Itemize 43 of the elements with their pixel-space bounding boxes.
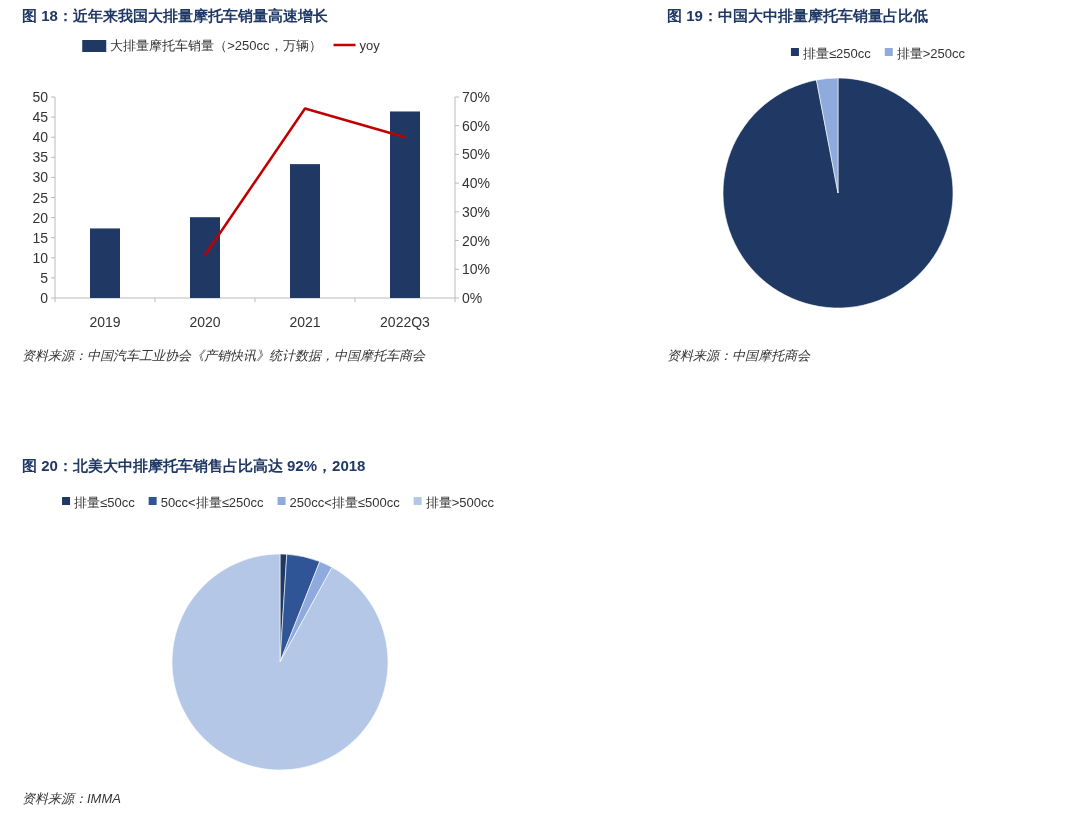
y-tick-label: 35 [32, 149, 49, 166]
x-tick-label: 2020 [189, 314, 221, 330]
bar [290, 164, 320, 298]
y2-tick-label: 30% [462, 203, 491, 220]
y-tick-label: 45 [32, 109, 49, 126]
bar [90, 228, 120, 298]
y-tick-label: 10 [32, 249, 49, 266]
legend-label: 排量≤250cc [802, 46, 872, 61]
y-tick-label: 25 [32, 189, 49, 206]
y2-tick-label: 10% [462, 261, 491, 278]
legend-label: 大排量摩托车销量（>250cc，万辆） [110, 38, 322, 53]
legend-label: 50cc<排量≤250cc [160, 495, 265, 510]
chart-title: 图 20：北美大中排摩托车销售占比高达 92%，2018 [22, 457, 366, 474]
y-tick-label: 50 [32, 89, 49, 105]
legend-label: 排量>250cc [896, 46, 966, 61]
pie-slice [171, 553, 389, 771]
y2-tick-label: 50% [462, 146, 491, 163]
y2-tick-label: 20% [462, 232, 491, 249]
y2-tick-label: 60% [462, 117, 491, 134]
legend-label: 250cc<排量≤500cc [289, 495, 401, 510]
y2-tick-label: 70% [462, 89, 491, 105]
bar [390, 111, 420, 298]
bar [190, 217, 220, 298]
x-tick-label: 2022Q3 [380, 314, 431, 330]
y-tick-label: 15 [32, 229, 49, 246]
y-tick-label: 5 [40, 269, 49, 286]
x-tick-label: 2021 [289, 314, 321, 330]
y2-tick-label: 0% [462, 290, 483, 306]
y-tick-label: 40 [32, 129, 49, 146]
y2-tick-label: 40% [462, 175, 491, 192]
legend-label: 排量>500cc [425, 495, 495, 510]
legend-label: 排量≤50cc [74, 495, 136, 510]
y-tick-label: 0 [40, 290, 49, 306]
chart-title: 图 19：中国大中排量摩托车销量占比低 [667, 7, 928, 24]
text: 资料来源：中国汽车工业协会《产销快讯》统计数据，中国摩托车商会 [22, 348, 426, 363]
text: 资料来源：中国摩托商会 [667, 348, 811, 363]
x-tick-label: 2019 [89, 314, 121, 330]
pie-slice [722, 77, 954, 309]
legend-label: yoy [359, 38, 381, 53]
chart-title: 图 18：近年来我国大排量摩托车销量高速增长 [22, 7, 329, 24]
text: 资料来源：IMMA [22, 791, 121, 806]
y-tick-label: 20 [32, 209, 49, 226]
y-tick-label: 30 [32, 169, 49, 186]
